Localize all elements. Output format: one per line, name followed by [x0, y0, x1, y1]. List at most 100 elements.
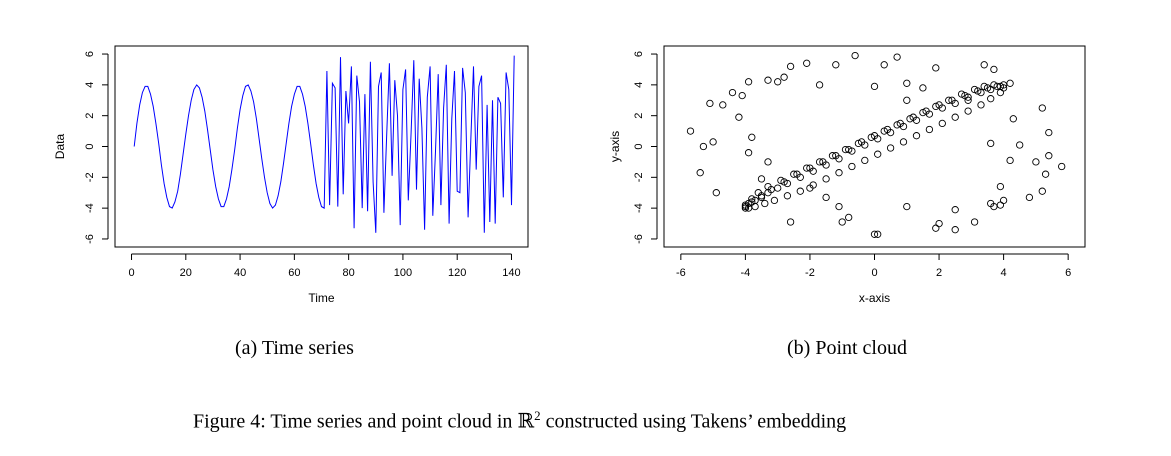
figure-caption-suffix: constructed using Takens’ embedding — [540, 410, 847, 433]
scatter-point — [996, 182, 1005, 191]
y-tick-label: -6 — [84, 234, 96, 244]
scatter-point — [951, 113, 959, 121]
y-tick-label: 4 — [84, 82, 96, 88]
scatter-point — [803, 164, 811, 172]
scatter-point — [706, 99, 714, 108]
scatter-point — [999, 81, 1008, 89]
scatter-point — [815, 158, 824, 166]
scatter-point — [1032, 158, 1040, 166]
scatter-point — [751, 196, 759, 205]
plot-frame — [663, 45, 1086, 248]
scatter-point — [796, 187, 804, 195]
dimension-superscript: 2 — [534, 408, 541, 423]
scatter-point — [822, 193, 830, 202]
scatter-point — [980, 82, 988, 91]
scatter-point — [699, 142, 708, 151]
scatter-point — [757, 175, 766, 183]
scatter-point — [764, 76, 772, 84]
scatter-point — [774, 184, 782, 192]
y-tick-label: 2 — [84, 113, 96, 119]
scatter-point — [1038, 187, 1046, 195]
y-tick-label: -2 — [633, 172, 645, 182]
x-tick-label: 40 — [234, 267, 246, 279]
series-line — [133, 55, 515, 233]
x-tick-label: 80 — [343, 267, 355, 279]
scatter-point — [780, 73, 788, 81]
scatter-point — [815, 81, 824, 89]
real-numbers-symbol: ℝ — [517, 408, 535, 433]
scatter-point — [893, 121, 901, 129]
y-tick-label: 6 — [84, 51, 96, 57]
scatter-point — [835, 202, 843, 211]
scatter-point — [764, 158, 772, 166]
scatter-point — [951, 206, 959, 214]
scatter-point — [987, 95, 995, 103]
x-tick-label: 0 — [871, 267, 877, 279]
scatter-point — [696, 169, 704, 177]
scatter-point — [1058, 162, 1066, 171]
scatter-point — [822, 161, 830, 169]
x-tick-label: 100 — [394, 267, 412, 279]
scatter-point — [935, 219, 943, 228]
y-tick-label: -4 — [633, 203, 645, 213]
scatter-point — [835, 169, 843, 177]
scatter-point — [783, 179, 792, 188]
scatter-point — [728, 88, 737, 97]
scatter-point — [1045, 152, 1053, 160]
scatter-point — [809, 167, 817, 175]
scatter-point — [932, 64, 940, 72]
scatter-point — [1006, 156, 1014, 165]
caption-time-series: (a) Time series — [235, 337, 354, 359]
caption-point-cloud: (b) Point cloud — [787, 337, 907, 359]
scatter-point — [748, 195, 756, 203]
scatter-point — [712, 189, 720, 197]
scatter-point — [906, 115, 914, 123]
scatter-point — [709, 138, 717, 146]
scatter-point — [945, 96, 953, 104]
x-tick-label: 140 — [502, 267, 520, 279]
scatter-point — [970, 85, 979, 94]
scatter-point — [893, 53, 901, 61]
scatter-point — [867, 133, 875, 141]
scatter-point — [903, 79, 911, 87]
scatter-point — [957, 90, 966, 98]
scatter-point — [1041, 170, 1050, 178]
scatter-point — [999, 196, 1008, 205]
scatter-point — [880, 61, 888, 69]
time-series-plot: 0 20 40 60 80 100 120 140 -6 -4 -2 0 2 4 6 Time Data — [53, 45, 529, 305]
scatter-point — [980, 61, 988, 69]
y-axis-title: Data — [53, 134, 67, 160]
scatter-point — [848, 162, 856, 171]
x-tick-label: 6 — [1065, 267, 1071, 279]
scatter-point — [874, 230, 882, 238]
y-tick-label: 6 — [633, 51, 645, 57]
scatter-point — [880, 127, 888, 135]
scatter-point — [912, 132, 921, 140]
scatter-point — [1045, 128, 1053, 137]
plot-frame — [114, 45, 529, 248]
scatter-point — [1025, 193, 1034, 202]
scatter-point — [987, 139, 995, 148]
scatter-point — [841, 145, 850, 154]
scatter-point — [822, 175, 830, 183]
scatter-point — [932, 224, 940, 232]
scatter-point — [970, 218, 979, 226]
scatter-point — [903, 202, 911, 211]
x-tick-label: -2 — [805, 267, 815, 279]
x-tick-label: -6 — [676, 267, 686, 279]
scatter-point — [1016, 141, 1024, 149]
scatter-point — [828, 152, 837, 160]
scatter-point — [951, 226, 959, 234]
scatter-point — [774, 78, 782, 86]
scatter-point — [1006, 79, 1014, 87]
scatter-point — [845, 213, 853, 222]
scatter-point — [977, 88, 985, 97]
scatter-point — [719, 101, 727, 109]
x-tick-label: 4 — [1001, 267, 1007, 279]
scatter-point — [838, 218, 846, 226]
scatter-point — [925, 125, 934, 134]
y-tick-label: 4 — [633, 82, 645, 88]
scatter-point — [870, 82, 879, 91]
y-tick-label: 0 — [633, 143, 645, 149]
